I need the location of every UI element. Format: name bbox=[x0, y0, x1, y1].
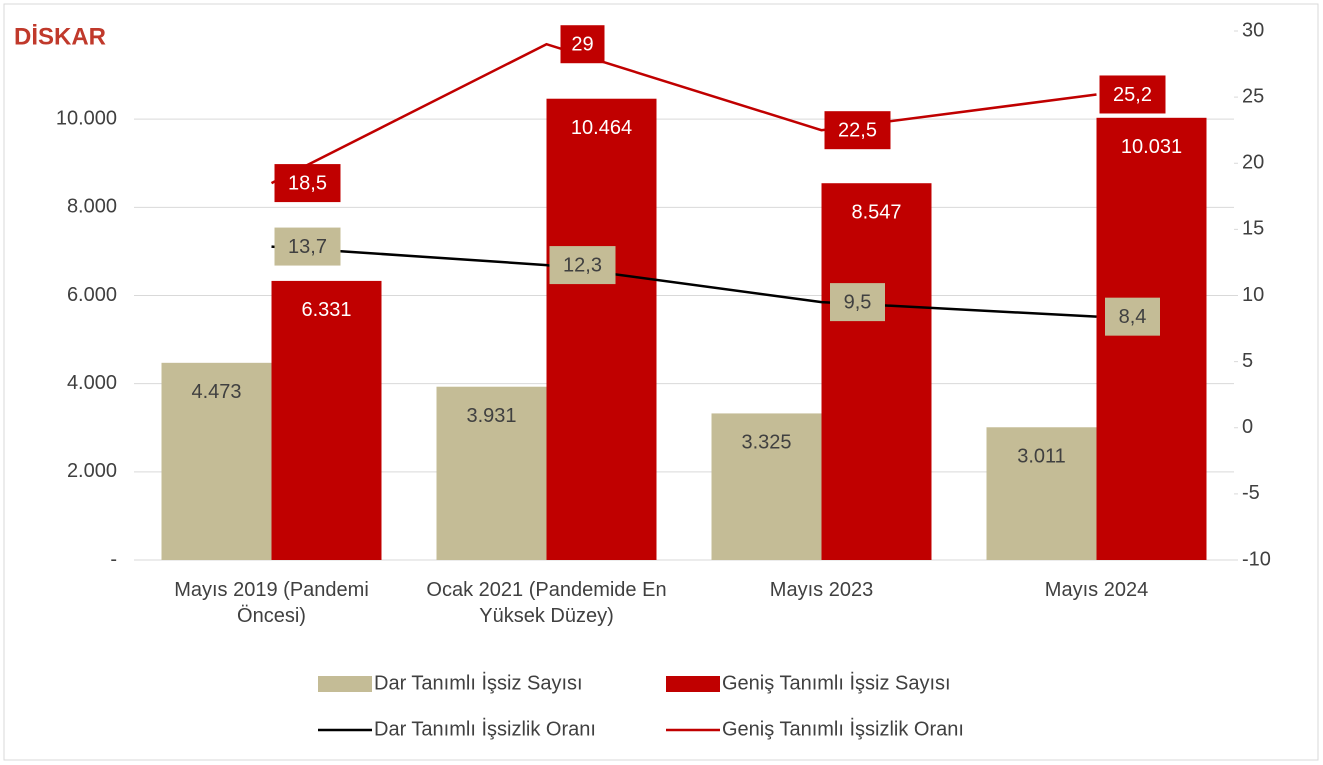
line-label-box bbox=[830, 283, 885, 322]
x-tick-label: Mayıs 2019 (Pandemi Öncesi) bbox=[174, 579, 369, 627]
bar-value-label: 3.011 bbox=[1017, 446, 1066, 468]
line-value-label: 13,7 bbox=[288, 236, 327, 258]
bar bbox=[161, 362, 272, 560]
y-tick-label: 6.000 bbox=[67, 284, 117, 306]
line-value-label: 22,5 bbox=[838, 119, 877, 141]
line bbox=[271, 245, 1097, 318]
y2-tick-label: -5 bbox=[1242, 482, 1260, 504]
line-value-label: 29 bbox=[571, 34, 593, 56]
y2-tick-label: 15 bbox=[1242, 218, 1264, 240]
y-tick-label: 2.000 bbox=[67, 460, 117, 482]
y-tick-label: 8.000 bbox=[67, 196, 117, 218]
bar bbox=[271, 280, 382, 560]
bar-value-label: 10.031 bbox=[1121, 136, 1182, 158]
legend-label: Dar Tanımlı İşsizlik Oranı bbox=[374, 717, 596, 740]
y-tick-label: 10.000 bbox=[56, 107, 117, 129]
line bbox=[270, 42, 1097, 185]
y2-tick-label: 0 bbox=[1242, 416, 1253, 438]
line-label-box bbox=[1099, 75, 1166, 114]
bar bbox=[1096, 117, 1207, 561]
line-label-box bbox=[549, 246, 616, 285]
bar bbox=[546, 98, 657, 560]
line-value-label: 9,5 bbox=[844, 291, 872, 313]
y2-tick-label: 10 bbox=[1242, 284, 1264, 306]
y-tick-label: 4.000 bbox=[67, 372, 117, 394]
legend-label: Geniş Tanımlı İşsiz Sayısı bbox=[722, 671, 951, 694]
x-tick-label: Mayıs 2023 bbox=[769, 579, 874, 601]
line-label-box bbox=[1105, 297, 1160, 336]
line-label-box bbox=[274, 164, 341, 203]
x-tick-label: Mayıs 2024 bbox=[1044, 579, 1149, 601]
line-value-label: 12,3 bbox=[563, 254, 602, 276]
y2-tick-label: 25 bbox=[1242, 85, 1264, 107]
y2-tick-label: 30 bbox=[1242, 19, 1264, 41]
y-tick-label: - bbox=[110, 548, 117, 570]
legend-swatch bbox=[666, 676, 720, 692]
line-label-box bbox=[824, 111, 891, 150]
line-value-label: 25,2 bbox=[1113, 84, 1152, 106]
bar-value-label: 3.325 bbox=[741, 432, 791, 454]
bar bbox=[821, 183, 932, 560]
bar-value-label: 3.931 bbox=[466, 405, 516, 427]
bar-value-label: 8.547 bbox=[851, 202, 901, 224]
bar-value-label: 6.331 bbox=[301, 299, 351, 321]
legend-label: Geniş Tanımlı İşsizlik Oranı bbox=[722, 717, 964, 740]
y2-tick-label: -10 bbox=[1242, 548, 1271, 570]
bar bbox=[986, 427, 1097, 560]
bar-value-label: 4.473 bbox=[191, 381, 241, 403]
line-value-label: 18,5 bbox=[288, 172, 327, 194]
y2-tick-label: 20 bbox=[1242, 152, 1264, 174]
line-label-box bbox=[274, 227, 341, 266]
bar bbox=[711, 413, 822, 560]
legend-swatch bbox=[318, 676, 372, 692]
logo: DİSKAR bbox=[14, 23, 106, 50]
line-value-label: 8,4 bbox=[1119, 306, 1147, 328]
y2-tick-label: 5 bbox=[1242, 350, 1253, 372]
legend-label: Dar Tanımlı İşsiz Sayısı bbox=[374, 671, 583, 694]
line-label-box bbox=[560, 25, 605, 64]
bar bbox=[436, 386, 547, 560]
x-tick-label: Ocak 2021 (Pandemide En Yüksek Düzey) bbox=[426, 579, 667, 627]
bar-value-label: 10.464 bbox=[571, 117, 632, 139]
chart-border bbox=[3, 3, 1319, 761]
